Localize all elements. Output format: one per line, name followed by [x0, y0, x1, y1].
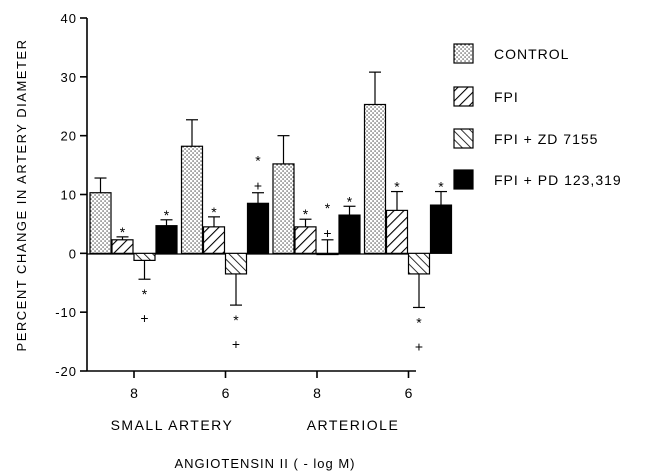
bar: [429, 204, 453, 254]
y-tick-label: 0: [69, 246, 77, 261]
significance-mark: *: [164, 207, 170, 223]
y-tick-label: 20: [61, 129, 77, 144]
significance-mark: *: [325, 200, 331, 216]
bar: [155, 225, 178, 254]
significance-mark: *: [120, 224, 126, 240]
bar: [180, 145, 204, 254]
legend-swatch: [453, 86, 474, 107]
bar: [363, 103, 387, 254]
significance-mark: *: [416, 314, 422, 330]
bar: [111, 239, 134, 254]
significance-mark: *: [438, 179, 444, 195]
significance-mark: *: [233, 312, 239, 328]
significance-mark: *: [211, 204, 217, 220]
y-tick-label: 40: [61, 11, 77, 26]
significance-mark: *: [394, 179, 400, 195]
bar: [246, 202, 270, 254]
bar: [133, 252, 156, 261]
y-tick-label: -20: [55, 364, 77, 379]
bar: [294, 226, 317, 254]
significance-mark: +: [232, 336, 240, 352]
y-axis-label: PERCENT CHANGE IN ARTERY DIAMETER: [14, 39, 29, 352]
bar: [338, 214, 361, 254]
x-tick-label: 6: [222, 385, 230, 401]
significance-mark: *: [303, 206, 309, 222]
legend-label: FPI + PD 123,319: [494, 172, 622, 188]
y-tick-label: 30: [61, 70, 77, 85]
bar: [272, 163, 295, 254]
group-label-arteriole: ARTERIOLE: [307, 417, 400, 433]
group-label-small-artery: SMALL ARTERY: [111, 417, 234, 433]
significance-mark: *: [347, 193, 353, 209]
bar: [385, 209, 409, 254]
y-tick-label: 10: [61, 188, 77, 203]
significance-mark: +: [323, 225, 331, 241]
bar: [224, 252, 248, 275]
legend-swatch: [453, 128, 474, 149]
legend-swatch: [453, 43, 474, 64]
significance-mark: *: [142, 286, 148, 302]
bar: [202, 226, 226, 254]
x-tick-label: 8: [313, 385, 321, 401]
x-tick-label: 8: [130, 385, 138, 401]
y-tick-label: -10: [55, 305, 77, 320]
legend-label: CONTROL: [494, 46, 569, 62]
significance-mark: +: [140, 310, 148, 326]
significance-mark: +: [415, 338, 423, 354]
legend-swatch: [453, 169, 474, 190]
x-axis-label: ANGIOTENSIN II ( - log M): [174, 456, 355, 471]
x-tick-label: 6: [405, 385, 413, 401]
legend-label: FPI: [494, 89, 519, 105]
bar: [89, 192, 112, 254]
significance-mark: +: [254, 178, 262, 194]
significance-mark: *: [255, 153, 261, 169]
legend-label: FPI + ZD 7155: [494, 131, 598, 147]
bar: [316, 252, 339, 256]
bar: [407, 252, 431, 275]
